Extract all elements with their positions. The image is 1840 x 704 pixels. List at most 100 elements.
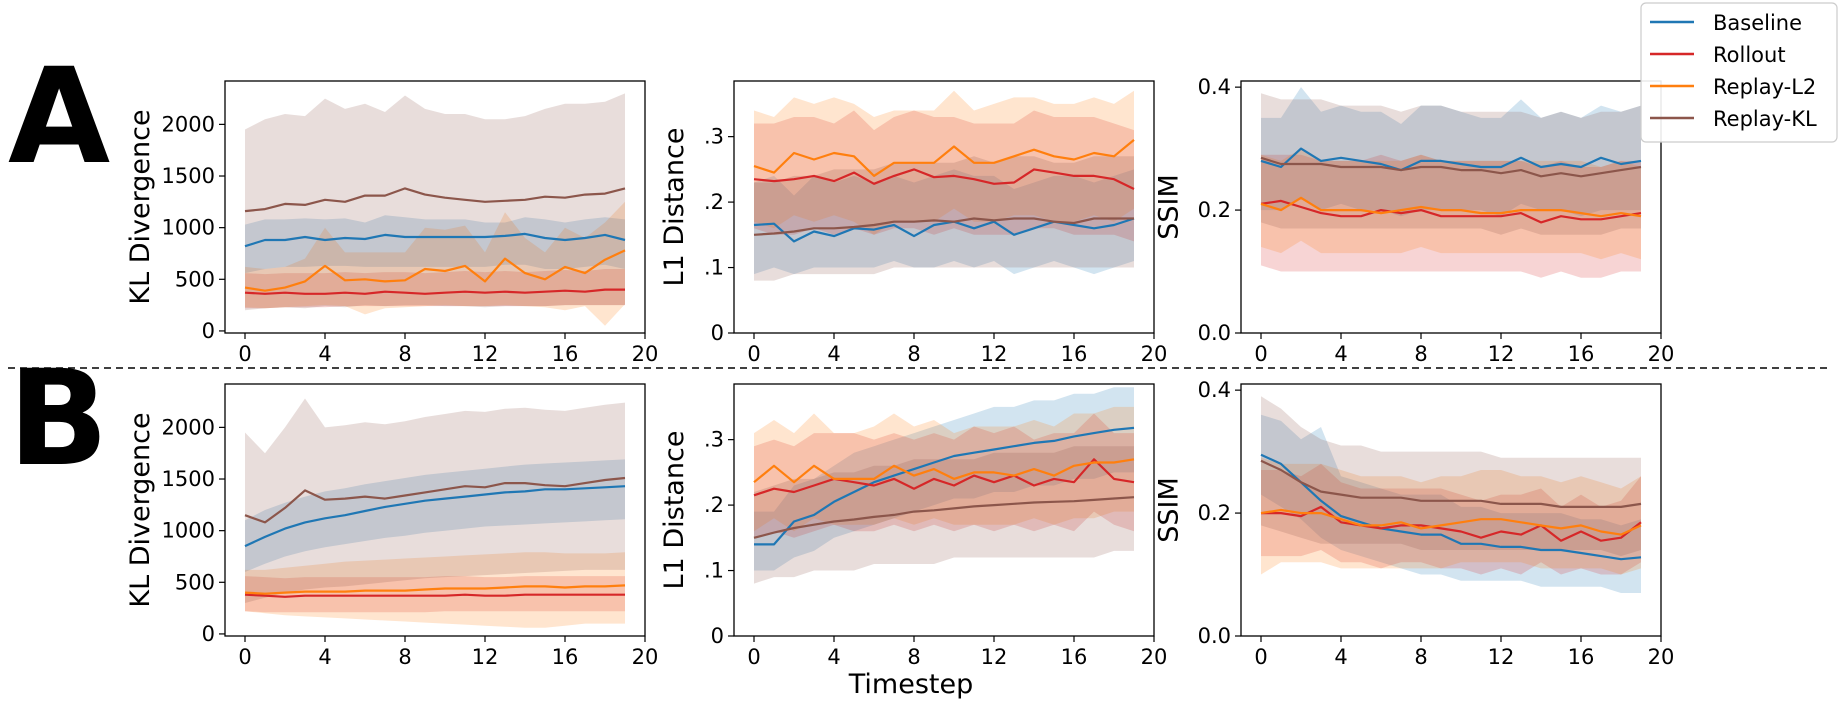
A-kl-ytick-label-0: 0 (202, 319, 215, 343)
B-ssim-line-rollout (1261, 505, 1642, 542)
A-l1-ytick-label-1: .1 (704, 256, 724, 280)
B-ssim-xtick-label-5: 20 (1648, 645, 1675, 669)
B-l1-band-rollout (754, 413, 1134, 538)
A-kl-line-replay-l2 (244, 249, 626, 292)
B-kl-y-axis-label: KL Divergence (125, 412, 156, 607)
B-ssim-line-baseline (1260, 453, 1642, 561)
A-l1-band-replay-kl (754, 156, 1134, 281)
B-l1-xtick-label-5: 20 (1141, 645, 1168, 669)
B-kl-xtick-label-0: 0 (238, 645, 251, 669)
legend-frame (1640, 2, 1838, 143)
A-ssim-ytick-label-1: 0.2 (1198, 198, 1231, 222)
B-ssim-plot-area (1260, 396, 1642, 593)
B-ssim-xtick-label-2: 8 (1414, 645, 1427, 669)
B-l1-xtick-label-4: 16 (1061, 645, 1088, 669)
B-l1-xtick-label-1: 4 (827, 645, 840, 669)
B-ssim-xtick-label-3: 12 (1488, 645, 1515, 669)
B-kl-ytick-label-0: 0 (202, 622, 215, 646)
A-l1-band-replay-l2 (754, 90, 1134, 235)
B-ssim-band-replay-l2 (1261, 457, 1641, 575)
B-kl-xtick-label-1: 4 (318, 645, 331, 669)
A-ssim-band-baseline (1261, 87, 1641, 217)
A-l1-ytick-label-3: .3 (704, 125, 724, 149)
chart-B-ssim: 0 4 8 12 16 20 0.0 0.2 0.4 SSIM (1154, 378, 1675, 669)
A-l1-y-axis-label: L1 Distance (659, 128, 690, 287)
B-l1-line-rollout (753, 458, 1135, 497)
A-kl-ytick-label-2: 1000 (162, 216, 215, 240)
A-kl-band-replay-l2 (245, 201, 625, 326)
A-ssim-axes-frame (1240, 80, 1662, 334)
A-ssim-ytick-label-0: 0.0 (1198, 321, 1231, 345)
A-kl-line-rollout (244, 288, 625, 295)
B-l1-line-baseline (754, 426, 1135, 546)
panel-label-a: A (8, 40, 110, 194)
B-kl-xtick-label-3: 12 (472, 645, 499, 669)
B-kl-xtick-label-4: 16 (552, 645, 579, 669)
B-kl-line-rollout (244, 593, 625, 598)
A-kl-line-baseline (244, 232, 626, 248)
B-ssim-line-replay-l2 (1260, 508, 1642, 536)
A-ssim-xtick-label-3: 12 (1488, 342, 1515, 366)
A-kl-band-replay-kl (245, 93, 625, 311)
B-l1-xtick-label-0: 0 (747, 645, 760, 669)
B-ssim-xtick-label-4: 16 (1568, 645, 1595, 669)
B-kl-ytick-label-3: 1500 (162, 467, 215, 491)
A-l1-axes-frame (733, 80, 1155, 334)
B-l1-band-baseline (754, 387, 1134, 571)
A-ssim-plot-area (1260, 87, 1642, 278)
A-l1-xtick-label-3: 12 (981, 342, 1008, 366)
B-l1-plot-area (753, 387, 1135, 584)
B-kl-line-baseline (244, 485, 626, 548)
A-ssim-xtick-label-5: 20 (1648, 342, 1675, 366)
B-ssim-line-replay-kl (1260, 459, 1642, 508)
A-kl-xtick-label-4: 16 (552, 342, 579, 366)
A-ssim-xtick-label-4: 16 (1568, 342, 1595, 366)
B-ssim-ytick-label-1: 0.2 (1198, 501, 1231, 525)
A-l1-line-rollout (753, 168, 1135, 190)
A-kl-axes-frame (224, 80, 646, 334)
B-kl-xtick-label-2: 8 (398, 645, 411, 669)
shared-x-axis-label: Timestep (848, 669, 973, 700)
A-l1-line-replay-l2 (753, 139, 1135, 177)
A-kl-band-rollout (245, 269, 625, 309)
legend-label-baseline: Baseline (1713, 11, 1802, 35)
A-l1-xtick-label-5: 20 (1141, 342, 1168, 366)
A-l1-xtick-label-2: 8 (907, 342, 920, 366)
A-ssim-xtick-label-1: 4 (1334, 342, 1347, 366)
A-ssim-line-replay-kl (1260, 156, 1642, 178)
A-kl-xtick-label-5: 20 (632, 342, 659, 366)
A-ssim-y-axis-label: SSIM (1154, 174, 1185, 240)
legend: Baseline Rollout Replay-L2 Replay-KL (1640, 2, 1838, 143)
A-kl-ytick-label-3: 1500 (162, 164, 215, 188)
B-ssim-ytick-label-2: 0.4 (1198, 378, 1231, 402)
panel-label-b: B (8, 342, 109, 496)
A-l1-xtick-label-4: 16 (1061, 342, 1088, 366)
A-ssim-line-replay-l2 (1260, 196, 1642, 218)
A-l1-plot-area (753, 90, 1135, 281)
B-kl-xtick-label-5: 20 (632, 645, 659, 669)
legend-label-rollout: Rollout (1713, 43, 1786, 67)
B-l1-line-replay-kl (753, 496, 1135, 539)
B-kl-band-baseline (245, 459, 625, 572)
A-ssim-line-rollout (1260, 199, 1642, 224)
B-kl-plot-area (244, 398, 626, 628)
B-l1-ytick-label-0: 0 (711, 624, 724, 648)
B-l1-band-replay-l2 (754, 406, 1134, 532)
B-ssim-axes-frame (1240, 383, 1662, 637)
A-kl-xtick-label-0: 0 (238, 342, 251, 366)
A-l1-line-baseline (753, 217, 1135, 243)
B-kl-ytick-label-1: 500 (175, 570, 215, 594)
A-kl-ytick-label-1: 500 (175, 267, 215, 291)
chart-B-l1: 0 4 8 12 16 20 0 .1 .2 .3 L1 Distance (659, 383, 1168, 669)
B-kl-band-rollout (245, 576, 625, 613)
B-ssim-ytick-label-0: 0.0 (1198, 624, 1231, 648)
A-l1-ytick-label-0: 0 (711, 321, 724, 345)
A-l1-ytick-label-2: .2 (704, 190, 724, 214)
B-ssim-xtick-label-1: 4 (1334, 645, 1347, 669)
B-l1-ytick-label-3: .3 (704, 428, 724, 452)
A-ssim-xtick-label-0: 0 (1254, 342, 1267, 366)
